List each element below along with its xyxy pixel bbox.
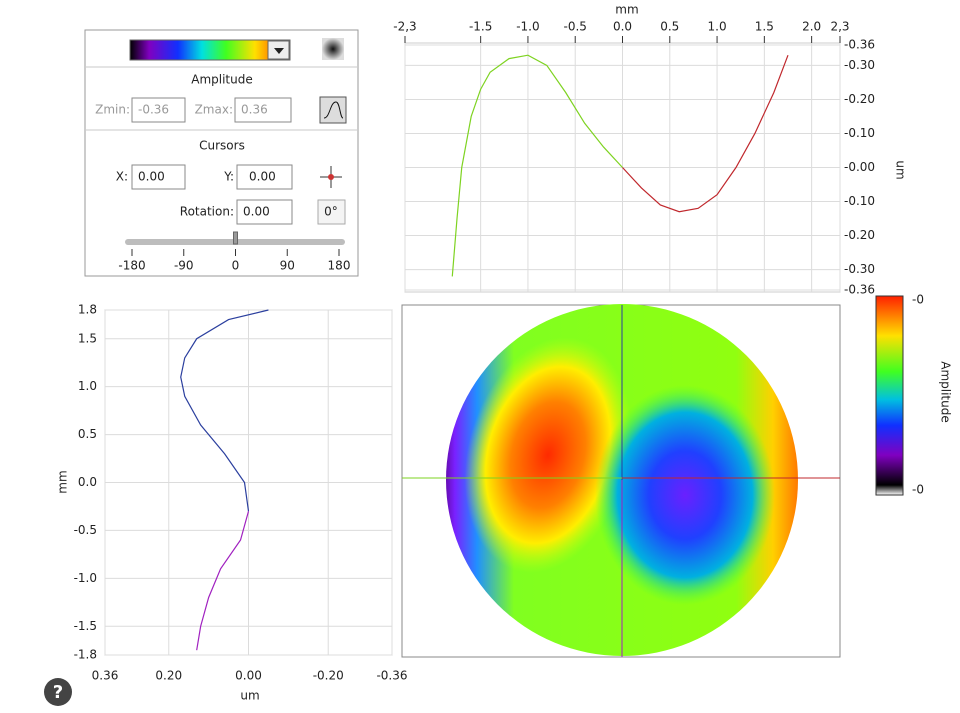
colorbar-title: Amplitude xyxy=(939,361,953,423)
y-tick-label: 0.5 xyxy=(78,427,97,441)
slider-tick-label: -180 xyxy=(118,259,145,273)
y-tick-label: -0.00 xyxy=(844,160,875,174)
x-value: 0.00 xyxy=(138,170,165,184)
y-axis-label: mm xyxy=(56,470,70,493)
dropdown-arrow xyxy=(274,48,284,54)
autoscale-icon xyxy=(323,101,344,119)
help-icon: ? xyxy=(53,682,63,703)
colorbar xyxy=(875,295,904,496)
profile-line xyxy=(180,309,269,512)
x-tick-label: -2,3 xyxy=(393,20,416,34)
x-tick-label: 0.00 xyxy=(235,669,262,683)
x-tick-label: 1.0 xyxy=(708,20,727,34)
x-axis-label: um xyxy=(240,689,259,703)
slider-tick-label: 180 xyxy=(328,259,351,273)
y-tick-label: 1.5 xyxy=(78,331,97,345)
zmin-value: -0.36 xyxy=(138,103,169,117)
y-tick-label: -0.30 xyxy=(844,58,875,72)
y-axis-label: um xyxy=(894,160,908,179)
rotation-label: Rotation: xyxy=(180,205,234,219)
colorbar-bottom-label: -0 xyxy=(912,483,924,497)
reset-rotation-button[interactable] xyxy=(317,199,346,225)
y-tick-label: -0.5 xyxy=(74,523,97,537)
slider-tick-label: 90 xyxy=(280,259,295,273)
x-tick-label: 2.0 xyxy=(802,20,821,34)
y-tick-label: -0.20 xyxy=(844,92,875,106)
profile-line xyxy=(451,54,623,277)
x-tick-label: 0.0 xyxy=(613,20,632,34)
y-input[interactable] xyxy=(236,164,293,190)
profile-line xyxy=(622,54,789,213)
y-tick-label: -0.36 xyxy=(844,283,875,297)
profile-line xyxy=(196,511,250,651)
y-tick-label: 1.0 xyxy=(78,379,97,393)
zmax-input[interactable] xyxy=(234,97,292,123)
y-tick-label: 0.0 xyxy=(78,475,97,489)
zmax-value: 0.36 xyxy=(241,103,268,117)
x-tick-label: -0.20 xyxy=(313,669,344,683)
x-tick-label: 0.20 xyxy=(155,669,182,683)
section-title: Cursors xyxy=(199,139,245,153)
smooth-button[interactable] xyxy=(322,38,344,60)
y-tick-label: -1.0 xyxy=(74,571,97,585)
y-tick-label: 1.8 xyxy=(78,303,97,317)
slider-tick-label: -90 xyxy=(174,259,194,273)
x-tick-label: -1.0 xyxy=(516,20,539,34)
x-tick-label: 0.5 xyxy=(660,20,679,34)
colormap-picker[interactable] xyxy=(129,39,291,61)
y-tick-label: -1.5 xyxy=(74,619,97,633)
colorbar-top-label: -0 xyxy=(912,293,924,307)
x-input[interactable] xyxy=(131,164,186,190)
y-tick-label: -0.36 xyxy=(844,38,875,52)
autoscale-button[interactable] xyxy=(319,96,347,124)
x-tick-label: -0.36 xyxy=(376,669,407,683)
y-tick-label: -0.10 xyxy=(844,194,875,208)
slider-tick-label: 0 xyxy=(232,259,240,273)
y-tick-label: -1.8 xyxy=(74,648,97,662)
x-tick-label: 1.5 xyxy=(755,20,774,34)
x-label: X: xyxy=(116,170,128,184)
zmin-input[interactable] xyxy=(131,97,186,123)
x-tick-label: -1.5 xyxy=(469,20,492,34)
zmax-label: Zmax: xyxy=(195,103,233,117)
reset-rotation-label: 0° xyxy=(324,205,338,219)
x-tick-label: 2,3 xyxy=(830,20,849,34)
y-value: 0.00 xyxy=(249,170,276,184)
crosshair-button[interactable] xyxy=(320,166,342,188)
zmin-label: Zmin: xyxy=(95,103,130,117)
slider-thumb xyxy=(233,231,238,245)
x-tick-label: 0.36 xyxy=(92,669,119,683)
y-tick-label: -0.20 xyxy=(844,228,875,242)
x-axis-label: mm xyxy=(615,3,638,17)
y-tick-label: -0.10 xyxy=(844,126,875,140)
rotation-value: 0.00 xyxy=(243,205,270,219)
y-label: Y: xyxy=(223,170,234,184)
x-tick-label: -0.5 xyxy=(564,20,587,34)
y-tick-label: -0.30 xyxy=(844,262,875,276)
help-button[interactable] xyxy=(44,678,72,706)
control-panel xyxy=(84,29,359,277)
section-title: Amplitude xyxy=(191,73,253,87)
rotation-input[interactable] xyxy=(236,199,293,225)
